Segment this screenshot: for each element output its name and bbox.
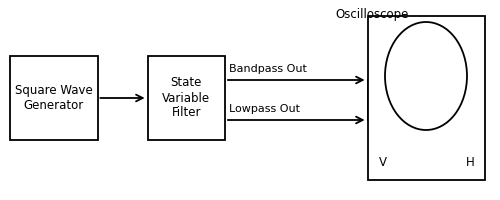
Text: H: H	[466, 156, 474, 168]
Text: Oscilloscope: Oscilloscope	[335, 8, 408, 21]
Ellipse shape	[385, 22, 467, 130]
Bar	[10, 56, 98, 140]
Text: Lowpass Out: Lowpass Out	[229, 104, 300, 114]
Text: Bandpass Out: Bandpass Out	[229, 64, 307, 74]
Text: V: V	[378, 156, 386, 168]
Text: Square Wave
Generator: Square Wave Generator	[15, 84, 92, 112]
Bar	[148, 56, 225, 140]
Bar	[368, 16, 485, 180]
Text: State
Variable
Filter: State Variable Filter	[162, 76, 210, 119]
